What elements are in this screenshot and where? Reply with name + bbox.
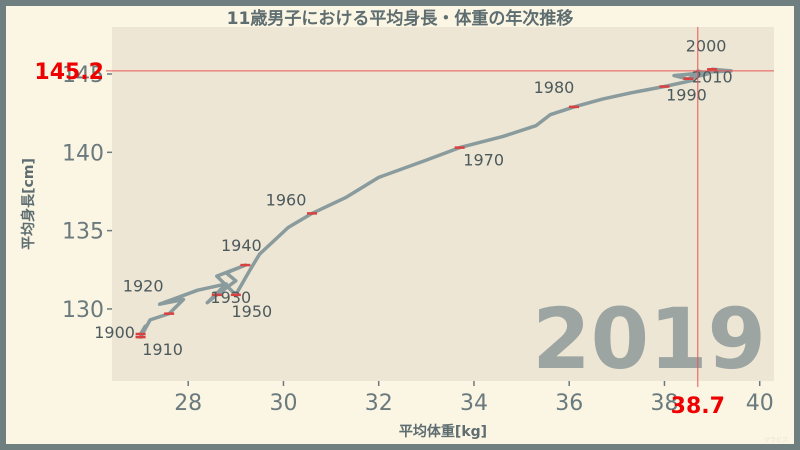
x-tick-label: 40 <box>746 391 774 416</box>
year-label: 1940 <box>221 236 262 255</box>
year-label: 2000 <box>686 36 727 55</box>
year-label: 1900 <box>94 323 135 342</box>
x-tick-label: 36 <box>555 391 583 416</box>
current-weight-label: 38.7 <box>671 394 725 419</box>
y-tick-label: 140 <box>62 141 104 166</box>
chart-frame: 11歳男子における平均身長・体重の年次推移 平均体重[kg] 平均身長[cm] … <box>6 6 794 444</box>
y-tick-label: 145 <box>62 63 104 88</box>
year-label: 1910 <box>142 340 183 359</box>
x-tick-label: 38 <box>650 391 678 416</box>
current-height-label: 145.2 <box>34 60 104 85</box>
trajectory-line <box>138 67 733 339</box>
year-label: 1930 <box>210 288 251 307</box>
year-label: 1990 <box>666 86 707 105</box>
current-year-display: 2019 <box>532 290 766 388</box>
x-tick-label: 30 <box>269 391 297 416</box>
credit-mark: グラビズ <box>764 436 788 444</box>
axes: 28 30 32 34 36 38 40 130 135 140 145 <box>62 63 774 416</box>
y-tick-label: 135 <box>62 220 104 245</box>
chart-title: 11歳男子における平均身長・体重の年次推移 <box>227 8 574 29</box>
year-label: 1950 <box>231 302 272 321</box>
x-axis-label: 平均体重[kg] <box>399 423 487 440</box>
x-tick-label: 28 <box>174 391 202 416</box>
year-label: 2010 <box>692 68 733 87</box>
x-tick-label: 32 <box>365 391 393 416</box>
chart-marks: 1900 1910 1920 1930 1940 1950 1960 1970 1980 1990… <box>94 36 733 359</box>
year-label: 1970 <box>463 151 504 170</box>
y-tick-label: 130 <box>62 298 104 323</box>
year-label: 1980 <box>534 78 575 97</box>
year-label: 1920 <box>123 277 164 296</box>
chart-svg: 11歳男子における平均身長・体重の年次推移 平均体重[kg] 平均身長[cm] … <box>20 8 788 444</box>
y-axis-label: 平均身長[cm] <box>20 158 37 250</box>
crosshair-overlay: 38.7 145.2 <box>34 27 774 419</box>
x-tick-label: 34 <box>460 391 488 416</box>
year-label: 1960 <box>266 190 307 209</box>
